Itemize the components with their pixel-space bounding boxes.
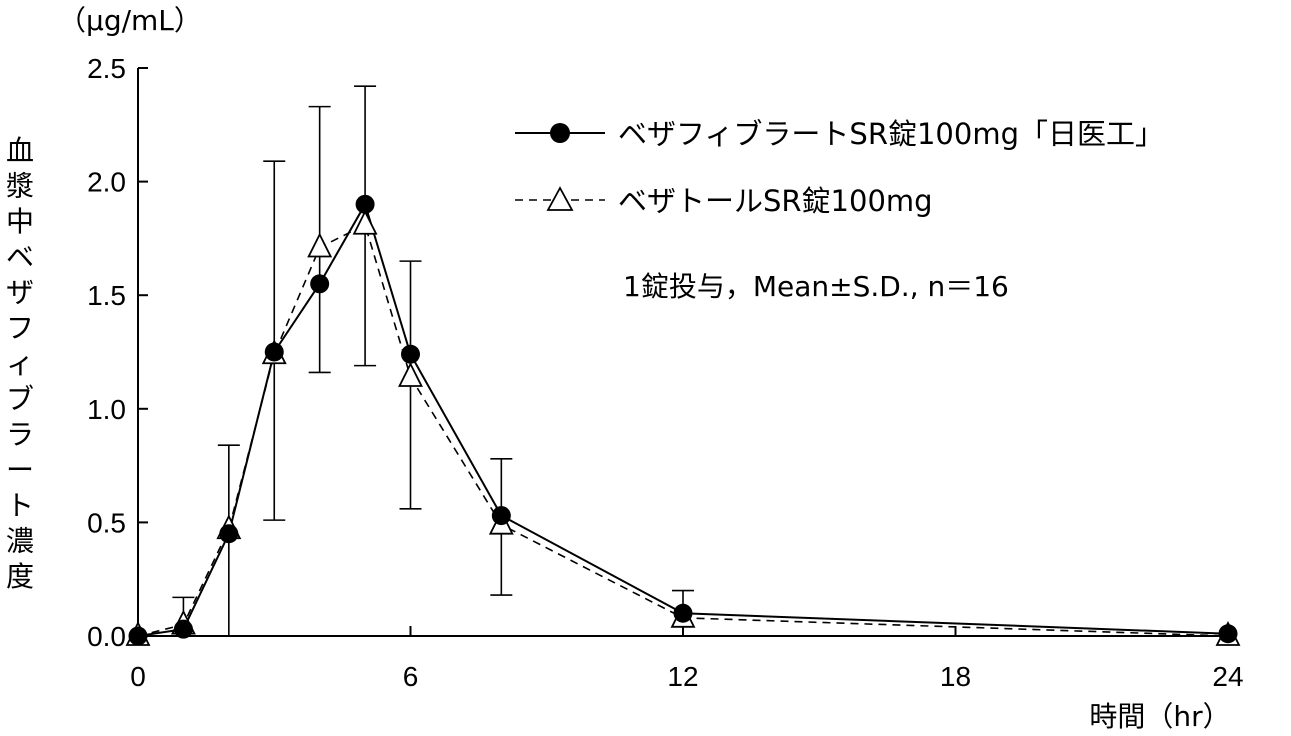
y-tick-label: 1.0 bbox=[87, 394, 126, 425]
y-axis-label-char: ラ bbox=[6, 418, 34, 451]
legend-label-series-2: ベザトールSR錠100mg bbox=[618, 184, 933, 218]
data-point-circle bbox=[219, 524, 239, 544]
data-point-circle bbox=[310, 274, 330, 294]
x-tick-label: 24 bbox=[1212, 661, 1243, 692]
data-point-circle bbox=[1218, 624, 1238, 644]
data-point-triangle bbox=[352, 209, 378, 235]
y-tick-label: 0.5 bbox=[87, 507, 126, 538]
data-point-triangle bbox=[307, 232, 333, 258]
data-point-circle bbox=[673, 603, 693, 623]
series-line-1 bbox=[137, 201, 1229, 637]
y-tick-label: 1.5 bbox=[87, 280, 126, 311]
y-tick-label: 0.0 bbox=[87, 621, 126, 652]
y-axis-label-char: ト bbox=[6, 489, 34, 522]
legend-item-series-1: ベザフィブラートSR錠100mg「日医工」 bbox=[515, 117, 1164, 151]
legend-label-series-1: ベザフィブラートSR錠100mg「日医工」 bbox=[618, 117, 1164, 151]
data-point-circle bbox=[173, 619, 193, 639]
data-point-circle bbox=[355, 194, 375, 214]
x-tick-label: 18 bbox=[940, 661, 971, 692]
y-ticks: 0.0 0.5 1.0 1.5 2.0 2.5 bbox=[87, 53, 148, 652]
y-axis-label-char: フ bbox=[6, 312, 34, 345]
series-line-2 bbox=[137, 223, 1229, 637]
y-axis-label-char: 血 bbox=[6, 134, 34, 167]
y-axis-label-char: ィ bbox=[6, 347, 34, 380]
y-axis-label-char: 中 bbox=[6, 205, 34, 238]
legend-filled-circle-icon bbox=[550, 123, 570, 143]
legend-item-series-2: ベザトールSR錠100mg bbox=[515, 184, 933, 218]
y-axis-label-char: ザ bbox=[6, 276, 34, 309]
y-axis-label-char: ー bbox=[6, 454, 34, 487]
legend: ベザフィブラートSR錠100mg「日医工」 ベザトールSR錠100mg bbox=[515, 117, 1164, 218]
y-axis-label-char: ベ bbox=[6, 241, 34, 274]
y-tick-label: 2.0 bbox=[87, 167, 126, 198]
data-point-triangle bbox=[398, 361, 423, 387]
data-point-circle bbox=[401, 344, 420, 364]
data-point-circle bbox=[491, 506, 511, 526]
y-axis-label-char: 度 bbox=[6, 560, 34, 593]
series-lines bbox=[137, 201, 1229, 637]
x-axis-label: 時間（hr） bbox=[1089, 700, 1230, 733]
x-tick-label: 6 bbox=[403, 661, 419, 692]
series-markers bbox=[125, 194, 1241, 646]
y-axis-label-char: 漿 bbox=[6, 170, 34, 203]
error-bars bbox=[172, 85, 694, 636]
legend-open-triangle-icon bbox=[546, 186, 574, 211]
y-tick-label: 2.5 bbox=[87, 53, 126, 84]
y-axis-label-char: ブ bbox=[6, 383, 34, 416]
y-unit-label: （μg/mL） bbox=[58, 4, 202, 37]
y-axis-label-char: 濃 bbox=[6, 525, 34, 558]
x-tick-label: 12 bbox=[667, 661, 698, 692]
chart-note: 1錠投与，Mean±S.D., n＝16 bbox=[623, 270, 1009, 303]
x-ticks: 0 6 12 18 24 bbox=[130, 626, 1244, 692]
x-tick-label: 0 bbox=[130, 661, 146, 692]
data-point-circle bbox=[264, 342, 284, 362]
data-point-circle bbox=[128, 626, 148, 646]
